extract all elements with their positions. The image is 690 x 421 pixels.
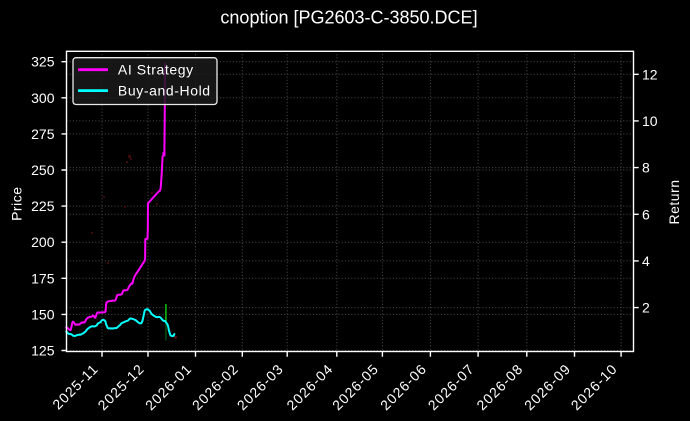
svg-text:cnoption [PG2603-C-3850.DCE]: cnoption [PG2603-C-3850.DCE] [220,8,477,28]
svg-text:AI Strategy: AI Strategy [118,62,194,78]
svg-text:125: 125 [31,343,55,359]
svg-text:Return: Return [666,179,682,224]
svg-text:10: 10 [642,113,658,129]
svg-text:Price: Price [9,186,25,220]
svg-text:12: 12 [642,66,658,82]
svg-text:150: 150 [31,306,55,322]
svg-text:4: 4 [642,253,650,269]
svg-text:6: 6 [642,206,650,222]
svg-text:200: 200 [31,234,55,250]
svg-text:275: 275 [31,126,55,142]
svg-text:2: 2 [642,300,650,316]
svg-text:175: 175 [31,270,55,286]
svg-text:8: 8 [642,160,650,176]
svg-text:Buy-and-Hold: Buy-and-Hold [118,83,211,99]
svg-text:325: 325 [31,54,55,70]
svg-text:300: 300 [31,90,55,106]
svg-text:225: 225 [31,198,55,214]
svg-text:250: 250 [31,162,55,178]
